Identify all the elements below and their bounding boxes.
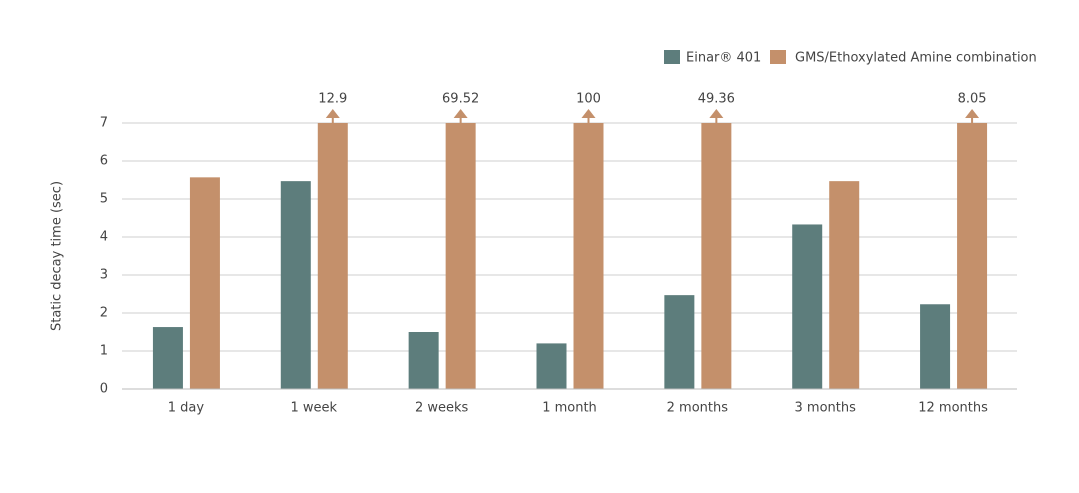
- value-label: 8.05: [958, 92, 987, 107]
- overflow-arrow-head: [709, 109, 724, 118]
- value-label: 100: [576, 92, 601, 107]
- bar: [829, 181, 860, 389]
- overflow-arrow-head: [453, 109, 468, 118]
- x-tick-label: 2 months: [667, 401, 729, 416]
- bar: [664, 295, 695, 389]
- legend-swatch: [770, 50, 786, 64]
- bar: [189, 177, 220, 389]
- bar: [957, 123, 988, 389]
- legend-label: Einar® 401: [686, 51, 761, 66]
- bar: [445, 123, 476, 389]
- y-tick-label: 4: [100, 230, 108, 245]
- bar: [317, 123, 348, 390]
- y-tick-label: 7: [100, 116, 108, 131]
- x-tick-label: 1 day: [168, 401, 205, 416]
- bar: [536, 343, 567, 389]
- overflow-arrow-head: [581, 109, 596, 118]
- value-label: 12.9: [318, 92, 347, 107]
- bar: [920, 304, 951, 389]
- x-tick-label: 1 week: [291, 401, 338, 416]
- overflow-arrow-head: [325, 109, 340, 118]
- y-tick-label: 5: [100, 192, 108, 207]
- legend-swatch: [664, 50, 680, 64]
- bar: [573, 123, 604, 389]
- y-tick-label: 2: [100, 306, 108, 321]
- overflow-arrow-head: [965, 109, 980, 118]
- legend-label: GMS/Ethoxylated Amine combination: [795, 51, 1037, 66]
- y-axis-label: Static decay time (sec): [50, 181, 65, 331]
- y-tick-label: 0: [100, 382, 108, 397]
- x-tick-label: 3 months: [795, 401, 857, 416]
- y-tick-label: 3: [100, 268, 108, 283]
- y-tick-label: 6: [100, 154, 108, 169]
- bar: [152, 327, 183, 389]
- x-tick-label: 12 months: [918, 401, 988, 416]
- bar: [701, 123, 732, 389]
- y-tick-label: 1: [100, 344, 108, 359]
- bar: [280, 181, 311, 389]
- x-tick-label: 1 month: [542, 401, 597, 416]
- bar: [408, 332, 439, 389]
- x-tick-label: 2 weeks: [415, 401, 469, 416]
- bars: [152, 123, 988, 390]
- bar: [792, 224, 823, 389]
- value-label: 69.52: [442, 92, 479, 107]
- value-label: 49.36: [698, 92, 735, 107]
